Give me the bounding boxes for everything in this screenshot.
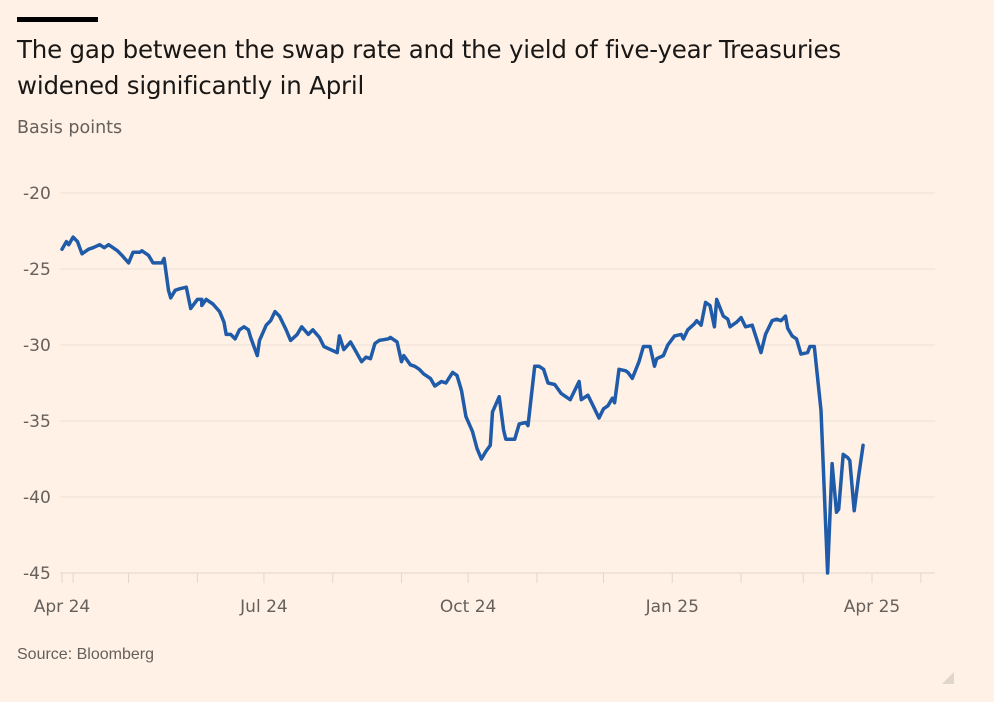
x-tick-label: Oct 24 bbox=[440, 597, 496, 617]
x-tick-label: Jan 25 bbox=[645, 597, 699, 617]
x-tick-label: Apr 24 bbox=[34, 597, 90, 617]
x-axis: Apr 24 Jul 24 Oct 24 Jan 25 Apr 25 bbox=[34, 573, 922, 617]
y-axis: -20 -25 -30 -35 -40 -45 bbox=[23, 184, 51, 584]
x-tick-label: Apr 25 bbox=[844, 597, 900, 617]
chart-title: The gap between the swap rate and the yi… bbox=[17, 35, 841, 100]
series-line bbox=[60, 235, 865, 575]
brand-rule bbox=[17, 17, 98, 22]
gridlines bbox=[60, 192, 935, 574]
chart-subtitle: Basis points bbox=[17, 118, 123, 138]
y-tick-label: -25 bbox=[23, 260, 51, 280]
y-tick-label: -35 bbox=[23, 412, 51, 432]
y-tick-label: -20 bbox=[23, 184, 51, 204]
source-note: Source: Bloomberg bbox=[17, 646, 154, 663]
y-tick-label: -30 bbox=[23, 336, 51, 356]
series-layer bbox=[60, 235, 865, 575]
y-tick-label: -45 bbox=[23, 564, 51, 584]
line-chart: -20 -25 -30 -35 -40 -45 Apr 24 Jul 24 Oct 24 Jan… bbox=[23, 184, 935, 617]
x-tick-label: Jul 24 bbox=[239, 597, 288, 617]
resize-handle-icon bbox=[942, 672, 954, 684]
y-tick-label: -40 bbox=[23, 488, 51, 508]
